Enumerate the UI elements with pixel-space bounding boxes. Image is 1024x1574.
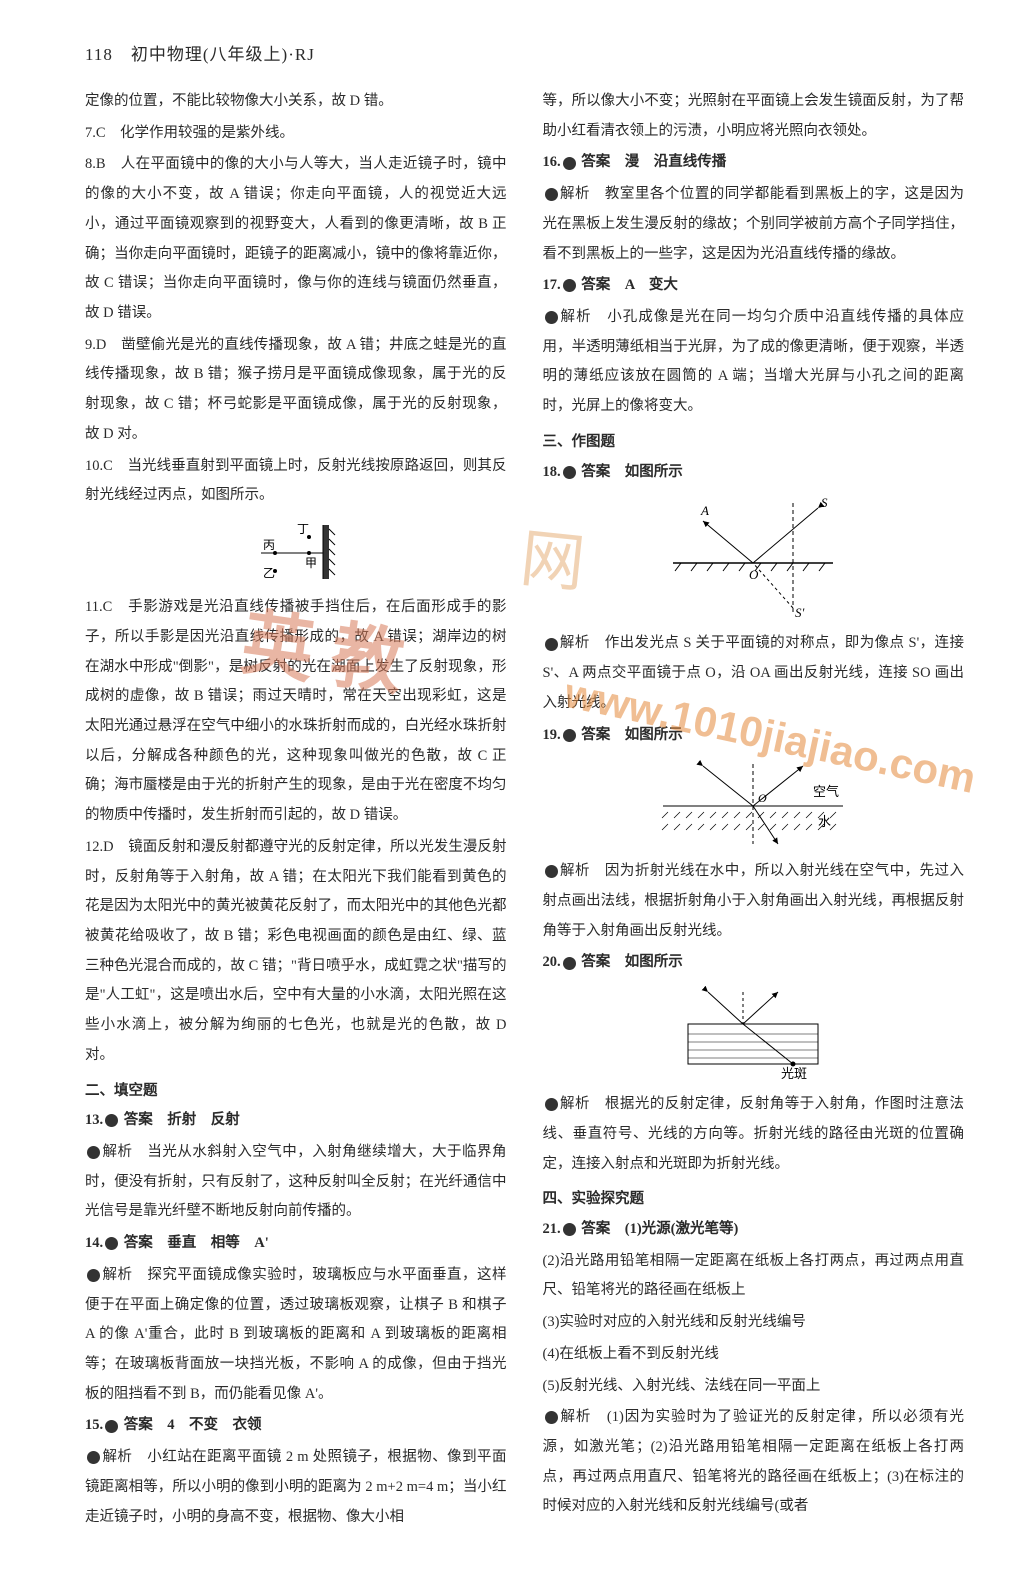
answer-18: 18. 答案 如图所示	[543, 458, 965, 488]
bubble-icon	[563, 279, 576, 292]
bubble-icon	[563, 157, 576, 170]
answer-21-4: (4)在纸板上看不到反射光线	[543, 1340, 965, 1370]
answer-8: 8.B 人在平面镜中的像的大小与人等大，当人走近镜子时，镜中的像的大小不变，故 …	[85, 150, 507, 328]
answer-9: 9.D 凿壁偷光是光的直线传播现象，故 A 错；井底之蛙是光的直线传播现象，故 …	[85, 331, 507, 450]
bubble-icon	[563, 466, 576, 479]
svg-text:O: O	[749, 567, 759, 582]
bubble-icon	[563, 729, 576, 742]
answer-text: 解析 作出发光点 S 关于平面镜的对称点，即为像点 S'，连接 S'、A 两点交…	[543, 635, 965, 710]
answer-14: 14. 答案 垂直 相等 A'	[85, 1229, 507, 1259]
figure-19: 空气 水 O	[543, 756, 965, 851]
answer-line: 答案 垂直 相等 A'	[124, 1235, 269, 1251]
answer-text: 7.C 化学作用较强的是紫外线。	[85, 125, 294, 141]
explanation-19: 解析 因为折射光线在水中，所以入射光线在空气中，先过入射点画出法线，根据折射角小…	[543, 857, 965, 946]
answer-text: 定像的位置，不能比较物像大小关系，故 D 错。	[85, 87, 507, 117]
answer-19: 19. 答案 如图所示	[543, 721, 965, 751]
answer-21-5: (5)反射光线、入射光线、法线在同一平面上	[543, 1372, 965, 1402]
q-num: 21.	[543, 1221, 561, 1237]
bubble-icon	[545, 638, 558, 651]
answer-line: 答案 4 不变 衣领	[124, 1417, 262, 1433]
explanation-13: 解析 当光从水斜射入空气中，入射角继续增大，大于临界角时，便没有折射，只有反射了…	[85, 1138, 507, 1227]
answer-text: 解析 小红站在距离平面镜 2 m 处照镜子，根据物、像到平面镜距离相等，所以小明…	[85, 1449, 507, 1524]
answer-text: 解析 教室里各个位置的同学都能看到黑板上的字，这是因为光在黑板上发生漫反射的缘故…	[543, 186, 965, 261]
figure-10: 丁 丙 甲 乙	[85, 517, 507, 587]
bubble-icon	[105, 1114, 118, 1127]
svg-text:丙: 丙	[263, 538, 275, 552]
bubble-icon	[87, 1451, 100, 1464]
svg-text:S: S	[821, 495, 828, 510]
svg-text:A: A	[700, 503, 709, 518]
answer-text: 解析 (1)因为实验时为了验证光的反射定律，所以必须有光源，如激光笔；(2)沿光…	[543, 1409, 965, 1514]
section-3-title: 三、作图题	[543, 428, 965, 458]
bubble-icon	[87, 1269, 100, 1282]
answer-line: 答案 折射 反射	[124, 1112, 240, 1128]
answer-12: 12.D 镜面反射和漫反射都遵守光的反射定律，所以光发生漫反射时，反射角等于入射…	[85, 833, 507, 1071]
q-num: 18.	[543, 464, 561, 480]
left-column: 定像的位置，不能比较物像大小关系，故 D 错。 7.C 化学作用较强的是紫外线。…	[85, 87, 507, 1534]
bubble-icon	[105, 1420, 118, 1433]
answer-text: 等，所以像大小不变；光照射在平面镜上会发生镜面反射，为了帮助小红看清衣领上的污渍…	[543, 87, 965, 146]
explanation-15: 解析 小红站在距离平面镜 2 m 处照镜子，根据物、像到平面镜距离相等，所以小明…	[85, 1443, 507, 1532]
svg-text:空气: 空气	[813, 784, 839, 799]
answer-21-3: (3)实验时对应的入射光线和反射光线编号	[543, 1308, 965, 1338]
section-2-title: 二、填空题	[85, 1077, 507, 1107]
q-num: 17.	[543, 277, 561, 293]
svg-text:甲: 甲	[305, 556, 317, 570]
answer-text: 解析 探究平面镜成像实验时，玻璃板应与水平面垂直，这样便于在平面上确定像的位置，…	[85, 1267, 507, 1402]
explanation-18: 解析 作出发光点 S 关于平面镜的对称点，即为像点 S'，连接 S'、A 两点交…	[543, 629, 965, 718]
answer-line: 答案 (1)光源(激光笔等)	[581, 1221, 738, 1237]
bubble-icon	[545, 311, 558, 324]
answer-11: 11.C 手影游戏是光沿直线传播被手挡住后，在后面形成手的影子，所以手影是因光沿…	[85, 593, 507, 831]
bubble-icon	[545, 1098, 558, 1111]
bubble-icon	[87, 1146, 100, 1159]
figure-20: 光斑	[543, 984, 965, 1084]
figure-18: A S O S'	[543, 493, 965, 623]
explanation-20: 解析 根据光的反射定律，反射角等于入射角，作图时注意法线、垂直符号、光线的方向等…	[543, 1090, 965, 1179]
explanation-17: 解析 小孔成像是光在同一均匀介质中沿直线传播的具体应用，半透明薄纸相当于光屏，为…	[543, 303, 965, 422]
answer-20: 20. 答案 如图所示	[543, 948, 965, 978]
svg-text:乙: 乙	[263, 566, 275, 580]
answer-10: 10.C 当光线垂直射到平面镜上时，反射光线按原路返回，则其反射光线经过丙点，如…	[85, 452, 507, 511]
svg-text:O: O	[758, 791, 767, 805]
bubble-icon	[545, 865, 558, 878]
explanation-16: 解析 教室里各个位置的同学都能看到黑板上的字，这是因为光在黑板上发生漫反射的缘故…	[543, 180, 965, 269]
bubble-icon	[105, 1237, 118, 1250]
answer-line: 答案 漫 沿直线传播	[581, 154, 726, 170]
bubble-icon	[545, 188, 558, 201]
bubble-icon	[563, 1223, 576, 1236]
q-num: 19.	[543, 727, 561, 743]
svg-text:水: 水	[818, 814, 831, 829]
answer-21: 21. 答案 (1)光源(激光笔等)	[543, 1215, 965, 1245]
answer-line: 答案 如图所示	[581, 464, 683, 480]
answer-15: 15. 答案 4 不变 衣领	[85, 1411, 507, 1441]
q-num: 15.	[85, 1417, 103, 1433]
answer-line: 答案 如图所示	[581, 954, 683, 970]
answer-21-2: (2)沿光路用铅笔相隔一定距离在纸板上各打两点，再过两点用直尺、铅笔将光的路径画…	[543, 1247, 965, 1306]
right-column: 等，所以像大小不变；光照射在平面镜上会发生镜面反射，为了帮助小红看清衣领上的污渍…	[543, 87, 965, 1534]
answer-17: 17. 答案 A 变大	[543, 271, 965, 301]
page-header: 118 初中物理(八年级上)·RJ	[85, 40, 964, 65]
q-num: 13.	[85, 1112, 103, 1128]
answer-13: 13. 答案 折射 反射	[85, 1106, 507, 1136]
bubble-icon	[563, 957, 576, 970]
section-4-title: 四、实验探究题	[543, 1185, 965, 1215]
answer-text: 解析 因为折射光线在水中，所以入射光线在空气中，先过入射点画出法线，根据折射角小…	[543, 863, 965, 938]
answer-line: 答案 A 变大	[581, 277, 678, 293]
answer-text: 解析 当光从水斜射入空气中，入射角继续增大，大于临界角时，便没有折射，只有反射了…	[85, 1144, 507, 1219]
answer-text: 解析 小孔成像是光在同一均匀介质中沿直线传播的具体应用，半透明薄纸相当于光屏，为…	[543, 309, 965, 414]
svg-text:光斑: 光斑	[781, 1066, 807, 1081]
answer-text: 解析 根据光的反射定律，反射角等于入射角，作图时注意法线、垂直符号、光线的方向等…	[543, 1096, 965, 1171]
svg-text:S': S'	[795, 605, 805, 620]
q-num: 16.	[543, 154, 561, 170]
svg-text:丁: 丁	[297, 522, 309, 536]
q-num: 20.	[543, 954, 561, 970]
explanation-21: 解析 (1)因为实验时为了验证光的反射定律，所以必须有光源，如激光笔；(2)沿光…	[543, 1403, 965, 1522]
q-num: 14.	[85, 1235, 103, 1251]
answer-16: 16. 答案 漫 沿直线传播	[543, 148, 965, 178]
answer-line: 答案 如图所示	[581, 727, 683, 743]
answer-7: 7.C 化学作用较强的是紫外线。	[85, 119, 507, 149]
explanation-14: 解析 探究平面镜成像实验时，玻璃板应与水平面垂直，这样便于在平面上确定像的位置，…	[85, 1261, 507, 1410]
